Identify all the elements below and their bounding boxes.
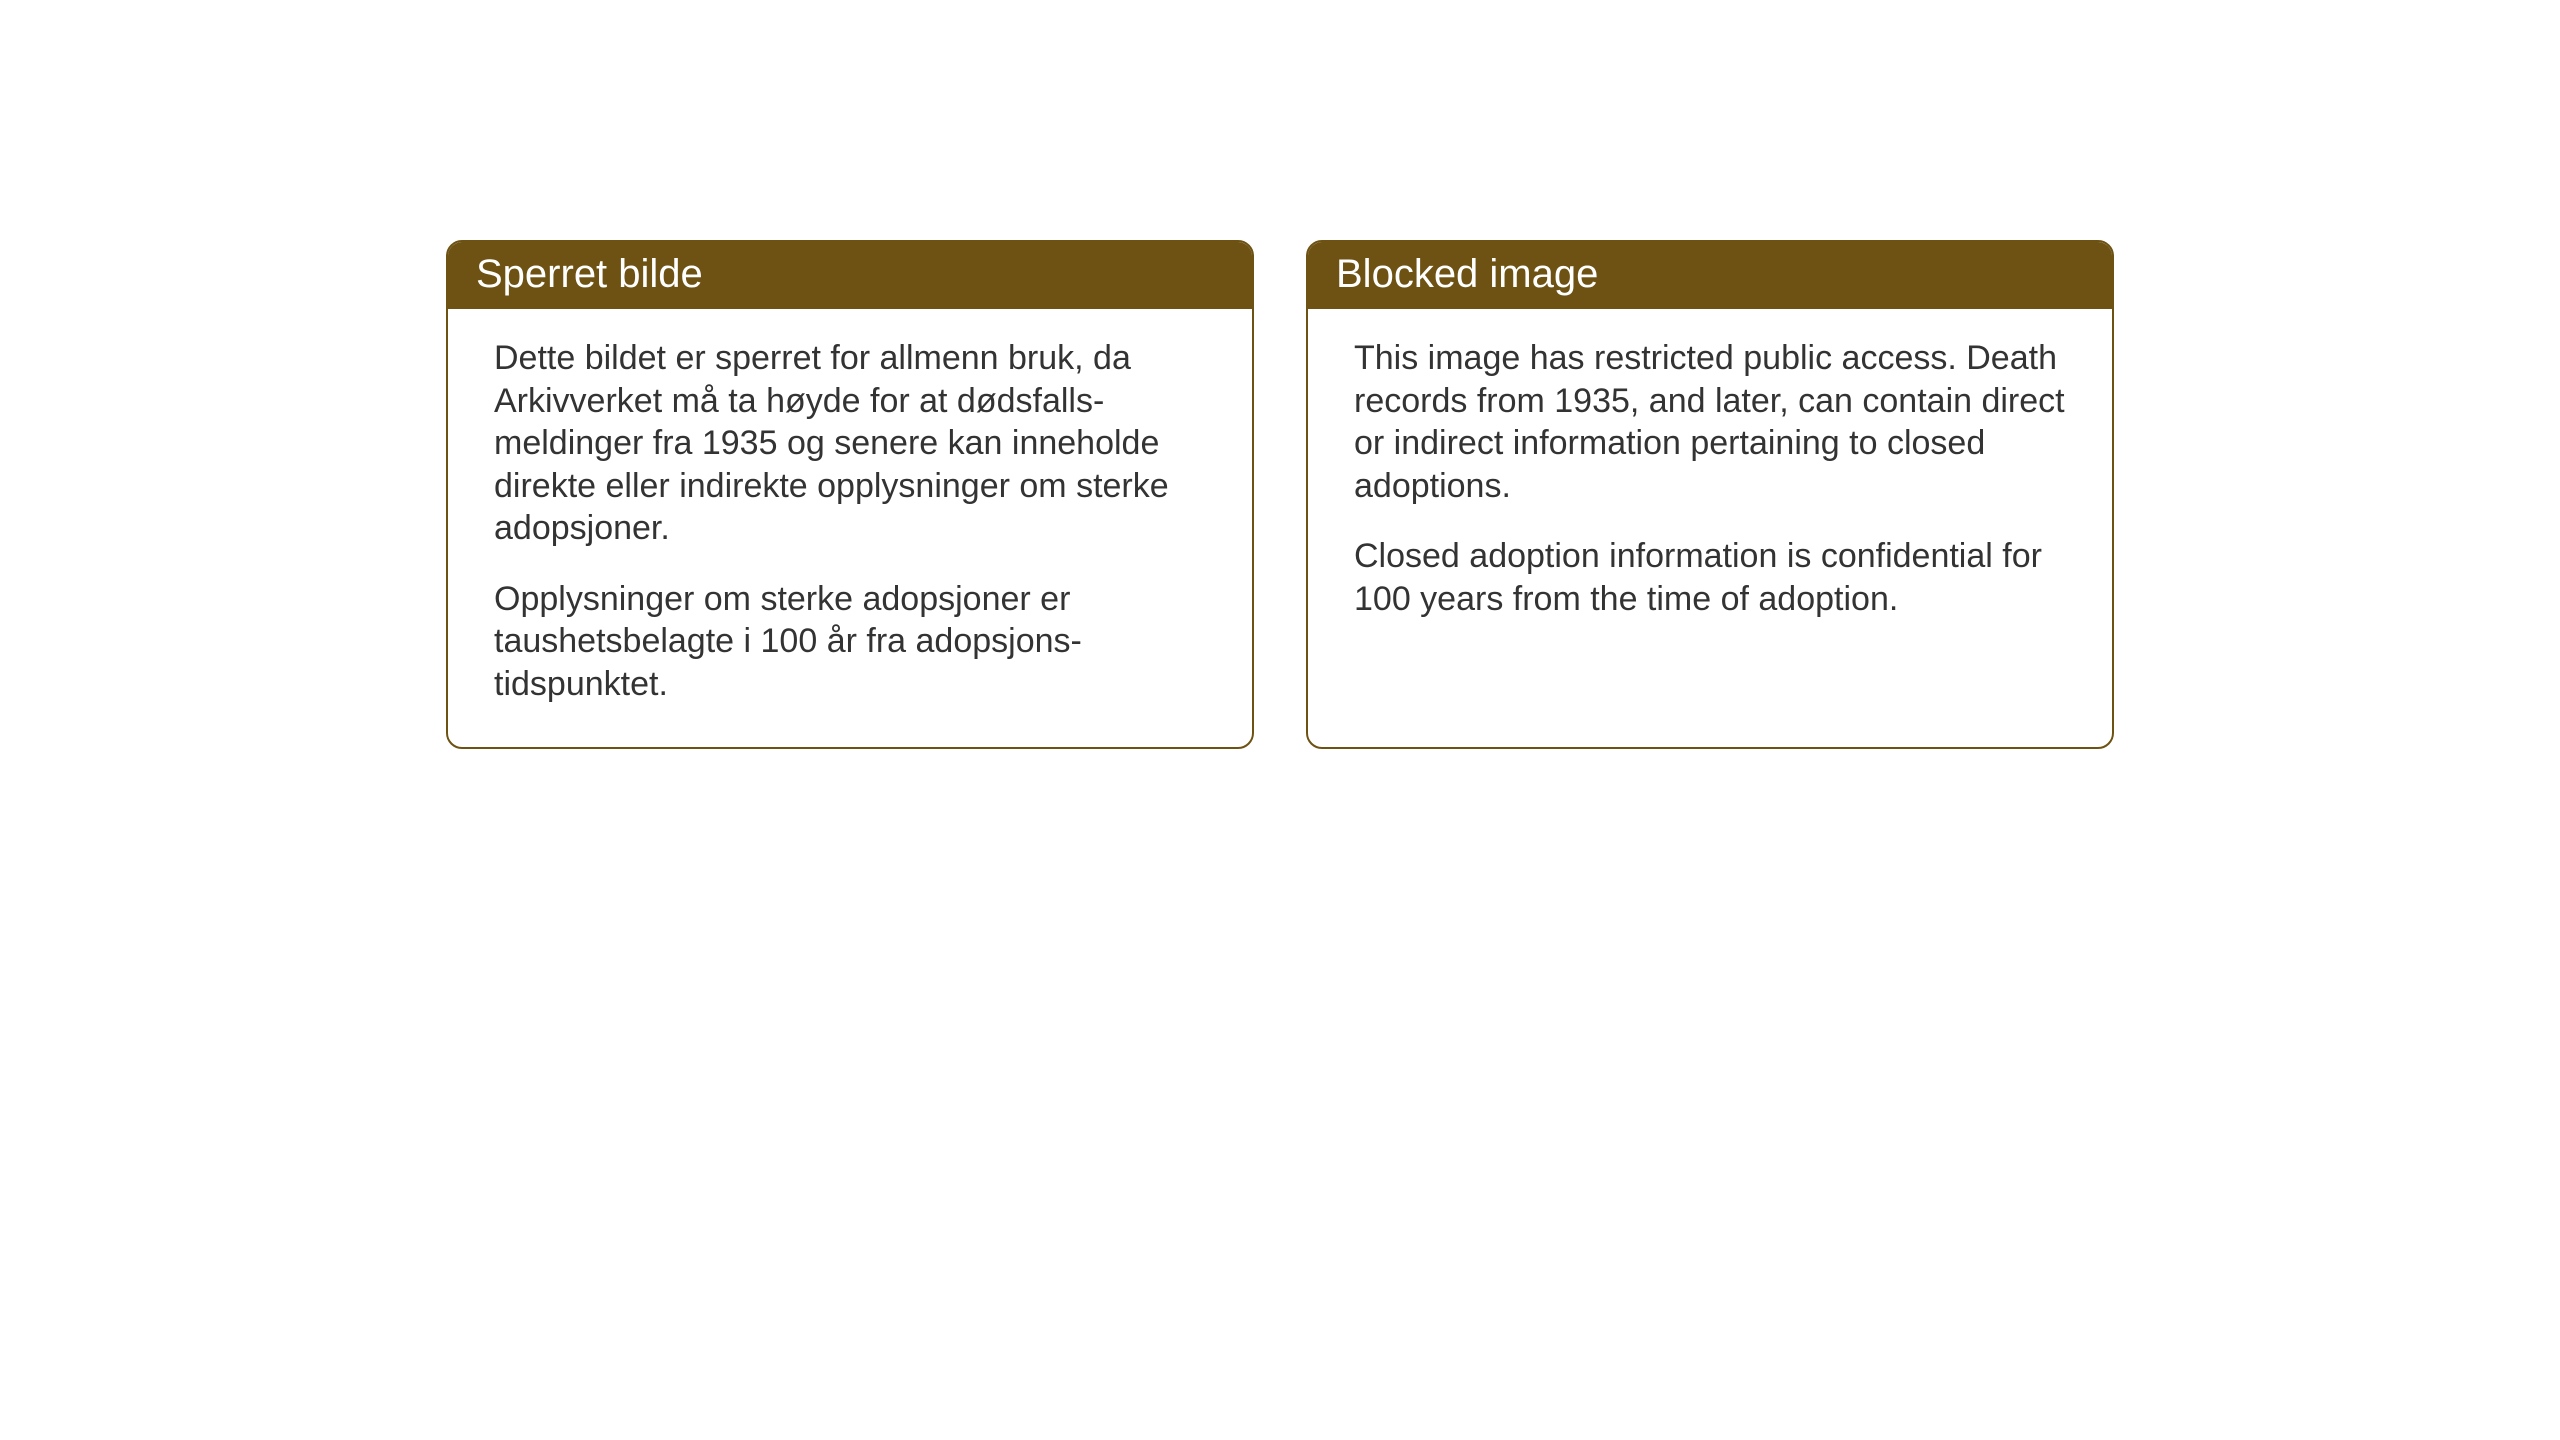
- english-paragraph-1: This image has restricted public access.…: [1354, 337, 2066, 507]
- norwegian-notice-card: Sperret bilde Dette bildet er sperret fo…: [446, 240, 1254, 749]
- norwegian-paragraph-2: Opplysninger om sterke adopsjoner er tau…: [494, 578, 1206, 706]
- norwegian-card-body: Dette bildet er sperret for allmenn bruk…: [448, 309, 1252, 741]
- notice-container: Sperret bilde Dette bildet er sperret fo…: [446, 240, 2114, 749]
- norwegian-card-title: Sperret bilde: [448, 242, 1252, 309]
- english-card-body: This image has restricted public access.…: [1308, 309, 2112, 656]
- english-card-title: Blocked image: [1308, 242, 2112, 309]
- english-paragraph-2: Closed adoption information is confident…: [1354, 535, 2066, 620]
- english-notice-card: Blocked image This image has restricted …: [1306, 240, 2114, 749]
- norwegian-paragraph-1: Dette bildet er sperret for allmenn bruk…: [494, 337, 1206, 550]
